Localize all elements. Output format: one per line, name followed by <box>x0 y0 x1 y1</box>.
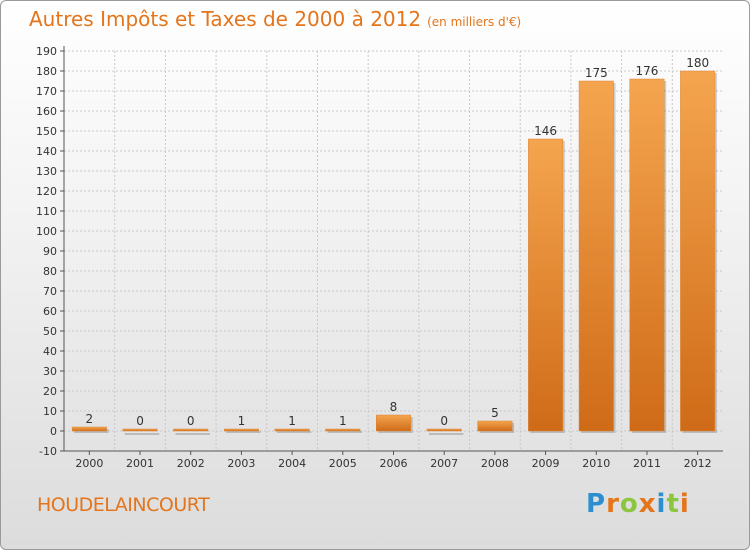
bar <box>629 78 665 432</box>
bar <box>528 138 564 432</box>
chart-title: Autres Impôts et Taxes de 2000 à 2012 (en… <box>29 7 521 31</box>
x-tick-label: 2006 <box>380 457 408 470</box>
data-label: 1 <box>288 414 296 428</box>
y-tick-label: 90 <box>43 245 57 258</box>
bar-shadow <box>124 433 160 435</box>
y-tick-label: 20 <box>43 385 57 398</box>
x-tick-label: 2005 <box>329 457 357 470</box>
y-tick-label: 150 <box>36 125 57 138</box>
bar <box>325 428 361 432</box>
y-tick-label: 190 <box>36 45 57 58</box>
bar <box>680 70 716 432</box>
bar <box>71 426 107 432</box>
bar <box>477 420 513 432</box>
logo-letter: x <box>638 489 657 519</box>
x-tick-label: 2003 <box>227 457 255 470</box>
data-label: 1 <box>339 414 347 428</box>
grid-lines <box>64 50 723 452</box>
data-label: 2 <box>86 412 94 426</box>
data-label: 8 <box>390 400 398 414</box>
data-label: 180 <box>686 56 709 70</box>
bar <box>376 414 411 432</box>
x-tick-label: 2011 <box>633 457 661 470</box>
y-tick-label: 170 <box>36 85 57 98</box>
bar <box>173 428 209 432</box>
bar-shadow <box>175 433 210 435</box>
y-tick-label: 100 <box>36 225 57 238</box>
y-tick-label: 80 <box>43 265 57 278</box>
x-tick-label: 2010 <box>582 457 610 470</box>
x-tick-label: 2008 <box>481 457 509 470</box>
bar <box>274 428 310 432</box>
y-tick-label: 40 <box>43 345 57 358</box>
y-tick-label: 0 <box>50 425 57 438</box>
data-label: 175 <box>585 66 608 80</box>
logo-letter: o <box>619 489 639 519</box>
y-tick-label: 50 <box>43 325 57 338</box>
x-tick-label: 2002 <box>177 457 205 470</box>
bar-shadow <box>276 431 312 433</box>
data-label: 176 <box>636 64 659 78</box>
data-label: 0 <box>440 414 448 428</box>
logo-letter: i <box>656 489 667 519</box>
y-tick-label: 160 <box>36 105 57 118</box>
bar <box>426 428 462 432</box>
chart-subtitle: (en milliers d'€) <box>427 15 522 29</box>
data-label: 1 <box>238 414 246 428</box>
data-label: 5 <box>491 406 499 420</box>
x-tick-label: 2001 <box>126 457 154 470</box>
data-label: 0 <box>136 414 144 428</box>
commune-name: HOUDELAINCOURT <box>37 494 210 516</box>
x-tick-label: 2000 <box>75 457 103 470</box>
chart-title-main: Autres Impôts et Taxes de 2000 à 2012 <box>29 7 422 31</box>
logo-letter: i <box>679 489 690 519</box>
x-tick-label: 2004 <box>278 457 306 470</box>
y-tick-label: 140 <box>36 145 57 158</box>
logo-letter: t <box>666 489 680 519</box>
bar-shadow <box>226 431 261 433</box>
y-tick-label: 60 <box>43 305 57 318</box>
y-tick-label: 30 <box>43 365 57 378</box>
x-tick-label: 2007 <box>430 457 458 470</box>
data-label: 0 <box>187 414 195 428</box>
bar <box>122 428 158 432</box>
y-tick-label: 110 <box>36 205 57 218</box>
x-tick-label: 2012 <box>684 457 712 470</box>
bar-shadow <box>327 431 363 433</box>
bars <box>71 70 717 435</box>
bar <box>223 428 259 432</box>
proxiti-logo: Proxiti <box>586 489 690 519</box>
data-label: 146 <box>534 124 557 138</box>
logo-letter: r <box>606 489 620 519</box>
y-tick-label: 180 <box>36 65 57 78</box>
bar-shadow <box>428 433 464 435</box>
y-tick-label: -10 <box>39 445 57 458</box>
logo-letter: P <box>586 489 607 519</box>
y-tick-label: 130 <box>36 165 57 178</box>
y-tick-label: 70 <box>43 285 57 298</box>
x-tick-label: 2009 <box>532 457 560 470</box>
bar <box>578 80 614 432</box>
axes: -100102030405060708090100110120130140150… <box>36 45 723 470</box>
y-tick-label: 120 <box>36 185 57 198</box>
y-tick-label: 10 <box>43 405 57 418</box>
